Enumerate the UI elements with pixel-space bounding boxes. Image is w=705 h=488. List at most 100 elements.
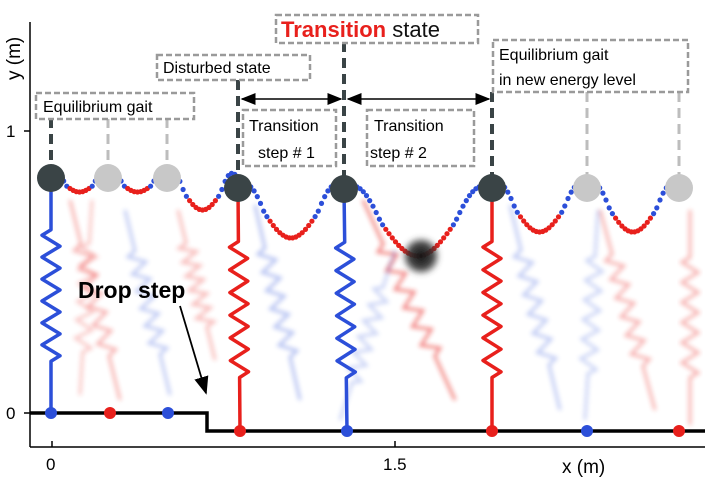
trajectory-dot [609,211,616,217]
trajectory-dot [521,218,527,224]
label-equilibrium-gait: Equilibrium gait [43,99,153,116]
trajectory-dot [267,218,273,224]
y-axis-label: y (m) [4,37,25,80]
trajectory-dot [180,186,186,193]
label-transition-step-1-line-1: Transition [249,118,319,135]
trajectory-dot [373,209,379,216]
hip-marker-valley-blurred [401,236,441,276]
trajectory-dot [600,190,606,196]
hip-marker-eq-2 [94,164,122,192]
foot-marker [162,407,174,419]
trajectory-dot [562,203,568,209]
trajectory-dot [325,188,331,194]
stance-leg [227,187,251,432]
trajectory-dot [383,226,389,232]
ground [30,411,705,433]
trajectory-dot [505,189,511,195]
guide-lines [49,42,681,176]
x-tick-label-0: 0 [46,455,55,474]
hip-marker-new-2 [665,174,693,202]
trajectory-dot [183,193,189,199]
trajectory-dot [565,195,571,202]
hip-marker-transition-end [478,174,506,202]
hip-marker-new-1 [573,174,601,202]
trajectory-dot [644,219,650,225]
trajectory-dot [517,214,524,220]
ghost-leg [253,204,302,401]
ghost-leg [68,199,122,401]
trajectory-dot [613,215,619,221]
trajectory-dot [616,219,622,225]
trajectory-dot [209,201,215,208]
foot-marker [341,425,353,437]
hip-marker-eq-3 [153,164,181,192]
trajectory-dot [254,194,260,200]
trajectory-dot [444,231,450,237]
drop-step-callout: Drop step [78,277,209,395]
foot-marker [45,407,57,419]
trajectory-dot [568,189,574,195]
trajectory-dot [187,198,193,204]
trajectory-dot [437,239,444,245]
ghost-leg [123,209,172,396]
trajectory-dot [450,222,456,228]
label-transition-word: Transition [281,17,386,42]
foot-marker [486,425,498,437]
ghost-leg [679,210,701,425]
trajectory-dot [555,214,562,220]
trajectory-dot [302,226,309,232]
trajectory-dot [457,209,463,216]
trajectory-dot [380,222,386,228]
trajectory-dot [552,218,558,224]
ground-line [30,411,705,433]
trajectory-dot [299,230,305,236]
trajectory-dot [363,193,370,199]
trajectory-dot [447,226,453,232]
x-axis-label: x (m) [562,457,605,478]
trajectory-dot [312,214,318,220]
trajectory-dot [360,189,366,195]
trajectory-dot [559,209,565,215]
box-equilibrium-gait [34,91,196,121]
stance-legs [40,178,503,432]
trajectory-dot [148,183,154,189]
trajectory-dot [89,183,95,189]
trajectory-dot [264,214,270,220]
label-transition-step-2-line-2: step # 2 [370,145,427,162]
y-tick-label-1: 1 [6,122,15,141]
label-equilibrium-gait-new-line-2: in new energy level [499,72,636,89]
ghost-leg [338,249,397,421]
ghost-leg [72,199,100,396]
trajectory-dot [251,188,257,194]
trajectory-dot [660,190,666,196]
trajectory-dot [309,218,315,224]
trajectory-dot [386,231,392,237]
hip-marker-eq-1 [37,164,65,192]
trajectory-dot [376,216,382,222]
trajectory-dot [657,197,663,203]
ghost-leg [598,209,657,411]
arrow-drop-step [179,305,209,395]
trajectory-dot [315,208,321,214]
trajectory-dot [511,203,517,209]
trajectory-dot [654,205,660,211]
trajectory-dot [216,193,222,199]
trajectory-dot [212,198,218,204]
box-equilibrium-gait-new [491,38,690,94]
trajectory-dot [651,211,657,217]
label-disturbed-state: Disturbed state [163,60,271,77]
trajectory-dot [270,222,276,229]
ghost-leg [508,204,562,411]
trajectory-dot [306,222,312,229]
box-transition-state [274,13,480,45]
label-boxes: Equilibrium gait Disturbed state Transit… [34,13,690,168]
stance-leg [333,188,358,432]
trajectory-dot [460,203,466,209]
y-tick-label-0: 0 [6,404,15,423]
trajectory-dot [606,205,612,211]
trajectory-dot [396,242,402,248]
trajectory-dot [463,198,469,204]
trajectory-dot [508,195,514,202]
label-transition-state: Transition state [281,17,440,42]
ghost-leg [361,199,457,401]
